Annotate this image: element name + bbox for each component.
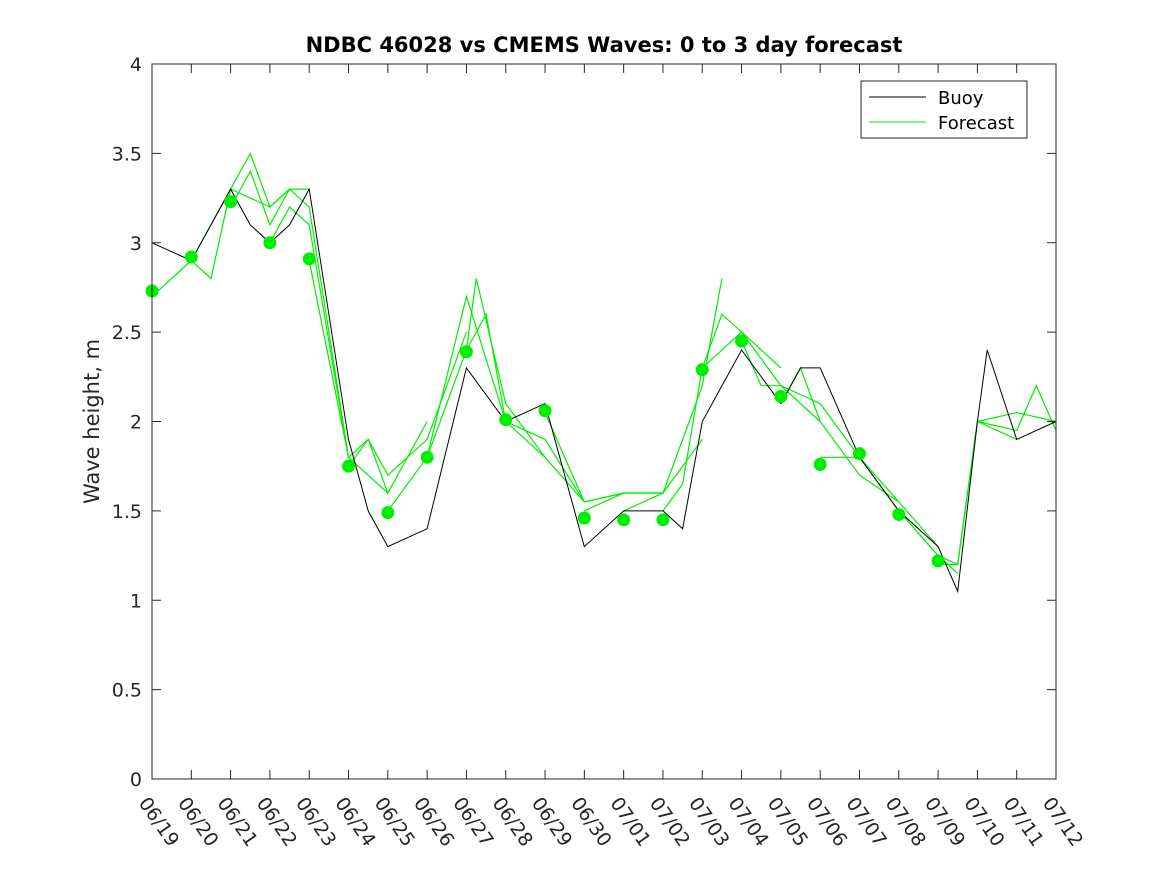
legend: Buoy Forecast (860, 80, 1028, 139)
forecast-start-point (813, 457, 827, 471)
forecast-start-point (695, 363, 709, 377)
forecast-series-line (977, 384, 1057, 432)
forecast-series-line (269, 206, 389, 494)
plot-area (152, 64, 1056, 779)
forecast-start-point (538, 404, 552, 418)
buoy-line (151, 187, 1057, 594)
forecast-series-line (230, 169, 350, 458)
forecast-start-point (224, 195, 238, 209)
legend-label-forecast: Forecast (938, 113, 1014, 134)
y-tick-label: 1.5 (112, 501, 142, 523)
forecast-start-point (617, 513, 631, 527)
forecast-start-point (774, 389, 788, 403)
forecast-start-markers (145, 195, 945, 568)
forecast-start-point (184, 250, 198, 264)
y-axis-ticks: 0 0.5 1 1.5 2 2.5 3 3.5 4 (112, 54, 1056, 791)
forecast-start-point (459, 345, 473, 359)
forecast-start-point (931, 554, 945, 568)
y-tick-label: 4 (130, 54, 142, 76)
forecast-start-point (302, 252, 316, 266)
forecast-series-line (387, 294, 507, 512)
y-tick-label: 2 (130, 412, 142, 434)
forecast-start-point (263, 236, 277, 250)
y-tick-label: 3 (130, 233, 142, 255)
forecast-series-line (701, 313, 821, 422)
forecast-start-point (420, 450, 434, 464)
forecast-start-point (577, 511, 591, 525)
forecast-lines (151, 151, 1057, 574)
y-tick-label: 0 (130, 769, 142, 791)
forecast-start-point (342, 459, 356, 473)
forecast-series-line (426, 278, 546, 458)
forecast-start-point (381, 506, 395, 520)
y-axis-label: Wave height, m (80, 339, 104, 504)
forecast-start-point (499, 413, 513, 427)
forecast-start-point (892, 507, 906, 521)
forecast-series-line (623, 278, 723, 512)
legend-label-buoy: Buoy (938, 88, 984, 109)
forecast-series-line (584, 439, 703, 512)
chart-title: NDBC 46028 vs CMEMS Waves: 0 to 3 day fo… (306, 33, 903, 57)
y-tick-label: 3.5 (112, 143, 142, 165)
forecast-series-line (741, 340, 860, 458)
y-tick-label: 1 (130, 590, 142, 612)
forecast-start-point (656, 513, 670, 527)
forecast-start-point (735, 334, 749, 348)
forecast-start-point (852, 447, 866, 461)
y-tick-label: 2.5 (112, 322, 142, 344)
forecast-series-line (820, 456, 939, 547)
y-tick-label: 0.5 (112, 680, 142, 702)
buoy-series-line (151, 187, 1057, 594)
legend-box (860, 80, 1028, 139)
